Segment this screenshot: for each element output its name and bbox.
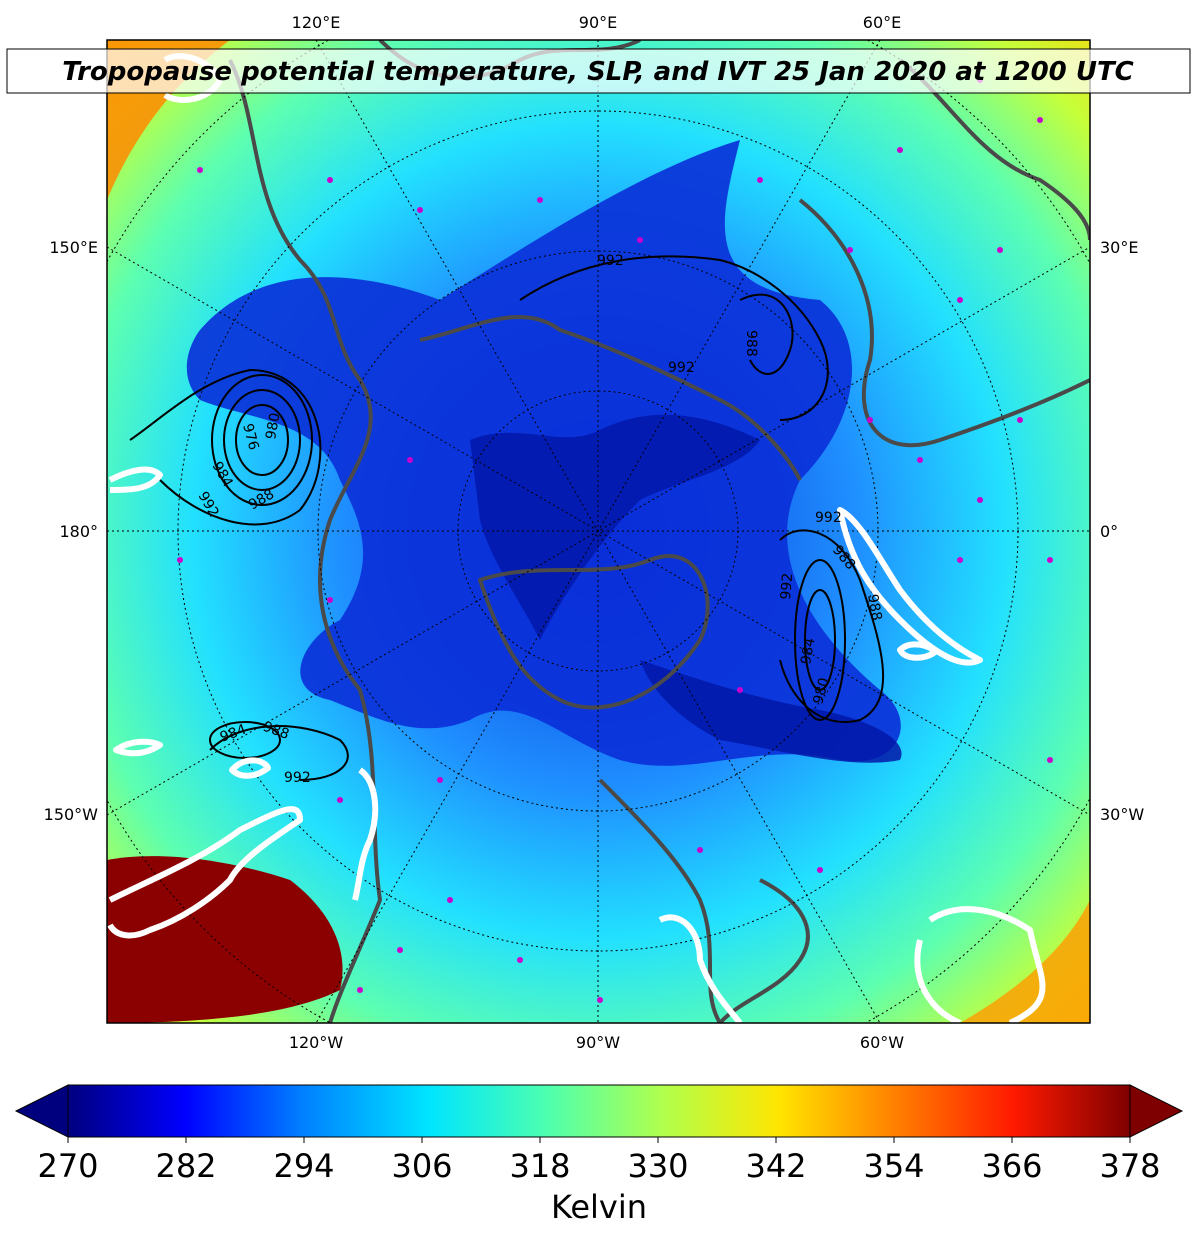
- lon-label-right: 30°W: [1100, 805, 1144, 824]
- lon-label-right: 0°: [1100, 522, 1118, 541]
- station-markers: [177, 77, 1053, 1003]
- title-box: Tropopause potential temperature, SLP, a…: [6, 48, 1191, 94]
- colorbar-tick-label: 354: [863, 1147, 924, 1185]
- isobar-label: 980: [263, 412, 283, 441]
- colorbar-tick-label: 282: [155, 1147, 216, 1185]
- warm-region-lower-left: [107, 856, 343, 1023]
- lon-label-top: 90°E: [579, 13, 617, 32]
- colorbar-tick-label: 306: [391, 1147, 452, 1185]
- lon-label-top: 120°E: [292, 13, 341, 32]
- colorbar: 270 282 294 306 318 330 342 354 366 378 Kelvin: [14, 1084, 1184, 1226]
- isobar-label: 992: [284, 770, 311, 786]
- isobar-label: 976: [239, 422, 261, 452]
- isobar-label: 980: [810, 676, 832, 706]
- lon-label-bottom: 120°W: [289, 1033, 344, 1052]
- colorbar-tick-label: 318: [509, 1147, 570, 1185]
- colorbar-tick-label: 342: [745, 1147, 806, 1185]
- isobar-label: 988: [743, 330, 759, 357]
- isobar-label: 992: [778, 572, 796, 600]
- colorbar-ticks: 270 282 294 306 318 330 342 354 366 378: [37, 1137, 1161, 1185]
- colorbar-label: Kelvin: [551, 1188, 647, 1226]
- deep-cold-streak: [470, 414, 760, 640]
- map-frame: [106, 39, 1091, 1024]
- graticule: [107, 40, 1090, 1023]
- colorbar-tick-label: 270: [37, 1147, 98, 1185]
- colorbar-extend-max: [1129, 1084, 1184, 1138]
- isobar-label: 992: [668, 360, 695, 376]
- map-panel: 992 988 992 976 980 984 988 992 992 988 …: [107, 40, 1090, 1023]
- isobar-label: 984: [798, 637, 818, 666]
- slp-contours: [129, 255, 885, 781]
- isobar-label: 992: [815, 510, 842, 526]
- lon-label-left: 150°E: [49, 238, 98, 257]
- lon-label-right: 30°E: [1100, 238, 1138, 257]
- map-title: Tropopause potential temperature, SLP, a…: [62, 57, 1134, 87]
- lon-label-bottom: 90°W: [576, 1033, 620, 1052]
- colorbar-tick-label: 366: [981, 1147, 1042, 1185]
- colorbar-tick-label: 330: [627, 1147, 688, 1185]
- lon-label-left: 150°W: [44, 805, 99, 824]
- ivt-contours: [107, 53, 1046, 1023]
- lon-label-top: 60°E: [863, 13, 901, 32]
- isobar-label: 988: [864, 593, 884, 622]
- lon-label-bottom: 60°W: [860, 1033, 904, 1052]
- deep-cold-streak-east: [640, 660, 902, 763]
- colorbar-gradient: [67, 1084, 1131, 1138]
- colorbar-tick-label: 294: [273, 1147, 334, 1185]
- isobar-label: 992: [597, 253, 624, 269]
- longitude-labels: 120°E 90°E 60°E 120°W 90°W 60°W 150°E 18…: [44, 13, 1145, 1052]
- lon-label-left: 180°: [59, 522, 98, 541]
- colorbar-tick-label: 378: [1099, 1147, 1160, 1185]
- warm-region-lower-right: [960, 900, 1090, 1023]
- colorbar-extend-min: [14, 1084, 69, 1138]
